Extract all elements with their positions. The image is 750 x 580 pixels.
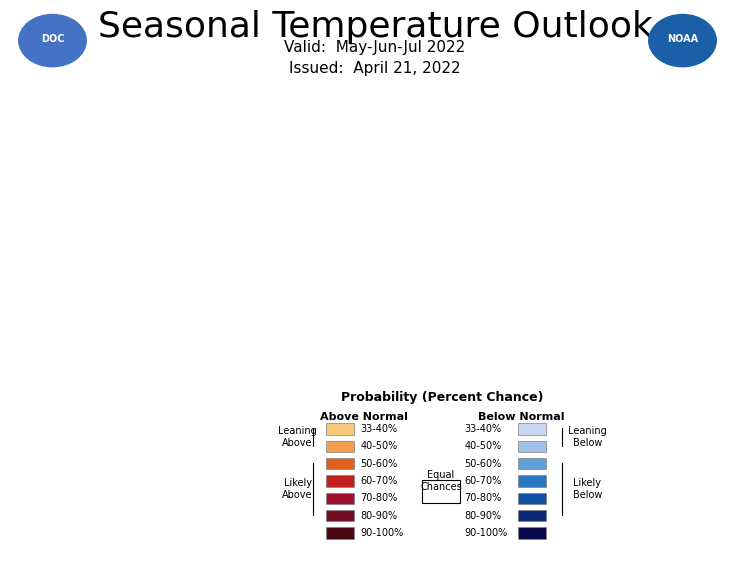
Text: Valid:  May-Jun-Jul 2022: Valid: May-Jun-Jul 2022 <box>284 41 466 55</box>
Bar <box>326 441 354 452</box>
Bar <box>326 492 354 504</box>
Bar <box>518 492 547 504</box>
Bar <box>518 458 547 469</box>
Text: 50-60%: 50-60% <box>361 459 398 469</box>
Text: Leaning
Below: Leaning Below <box>568 426 607 448</box>
Text: Likely
Below: Likely Below <box>573 478 602 500</box>
Text: Equal
Chances: Equal Chances <box>420 470 462 492</box>
Text: 33-40%: 33-40% <box>361 424 398 434</box>
Text: 40-50%: 40-50% <box>464 441 502 451</box>
Circle shape <box>649 14 716 67</box>
Text: Leaning
Above: Leaning Above <box>278 426 317 448</box>
Text: 80-90%: 80-90% <box>464 511 502 521</box>
Text: 60-70%: 60-70% <box>361 476 398 486</box>
Circle shape <box>19 14 86 67</box>
Text: Likely
Above: Likely Above <box>282 478 313 500</box>
Bar <box>326 510 354 521</box>
Bar <box>326 476 354 487</box>
Text: 70-80%: 70-80% <box>361 494 398 503</box>
Text: Issued:  April 21, 2022: Issued: April 21, 2022 <box>290 61 460 76</box>
Text: Below Normal: Below Normal <box>478 412 565 422</box>
Text: DOC: DOC <box>40 34 64 45</box>
Bar <box>518 423 547 435</box>
Text: 40-50%: 40-50% <box>361 441 398 451</box>
Text: 70-80%: 70-80% <box>464 494 502 503</box>
Text: 33-40%: 33-40% <box>464 424 502 434</box>
Text: Above Normal: Above Normal <box>320 412 408 422</box>
Bar <box>326 458 354 469</box>
Text: 90-100%: 90-100% <box>361 528 404 538</box>
Bar <box>326 423 354 435</box>
Text: 60-70%: 60-70% <box>464 476 502 486</box>
Bar <box>518 476 547 487</box>
Bar <box>422 480 460 503</box>
Text: 80-90%: 80-90% <box>361 511 398 521</box>
Bar <box>518 527 547 539</box>
Text: 50-60%: 50-60% <box>464 459 502 469</box>
Bar <box>518 441 547 452</box>
Text: Probability (Percent Chance): Probability (Percent Chance) <box>341 391 544 404</box>
Text: NOAA: NOAA <box>667 34 698 45</box>
Bar <box>326 527 354 539</box>
Bar <box>518 510 547 521</box>
Text: 90-100%: 90-100% <box>464 528 508 538</box>
Text: Seasonal Temperature Outlook: Seasonal Temperature Outlook <box>98 10 652 45</box>
